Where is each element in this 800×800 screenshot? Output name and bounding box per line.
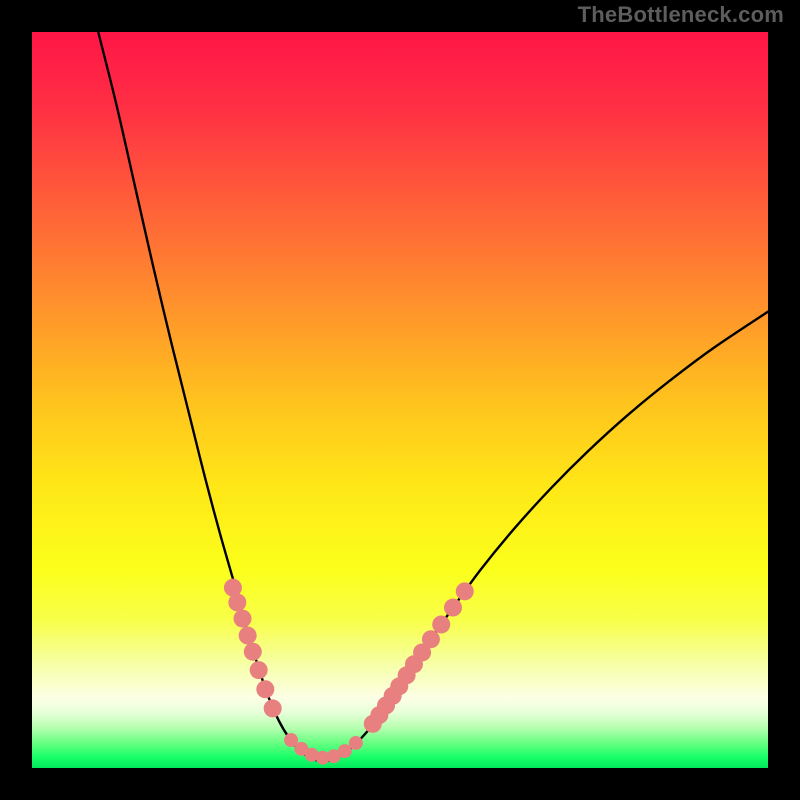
marker-dot	[239, 627, 257, 645]
marker-dot	[456, 582, 474, 600]
marker-dot	[349, 736, 363, 750]
marker-dot	[432, 615, 450, 633]
marker-dot	[244, 643, 262, 661]
marker-dot	[264, 699, 282, 717]
plot-svg	[32, 32, 768, 768]
marker-dot	[422, 630, 440, 648]
marker-dot	[250, 661, 268, 679]
plot-area	[32, 32, 768, 768]
marker-dot	[228, 593, 246, 611]
gradient-background	[32, 32, 768, 768]
marker-dot	[256, 680, 274, 698]
marker-dot	[444, 599, 462, 617]
chart-root: TheBottleneck.com	[0, 0, 800, 800]
watermark-text: TheBottleneck.com	[578, 2, 784, 28]
marker-dot	[234, 610, 252, 628]
